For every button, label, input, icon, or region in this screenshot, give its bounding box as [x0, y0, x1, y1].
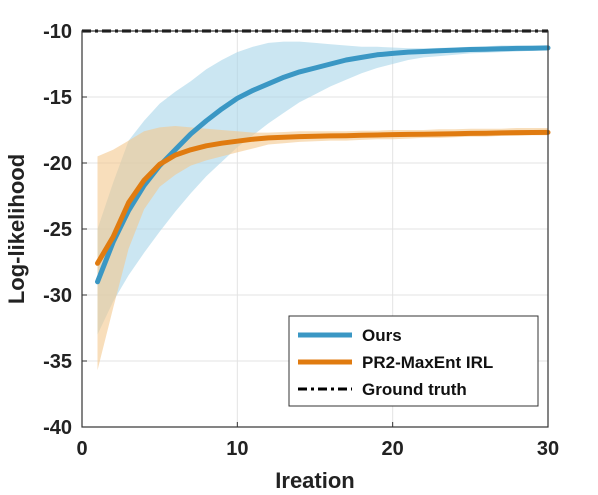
y-tick-labels: -10 -15 -20 -25 -30 -35 -40 — [43, 21, 72, 439]
legend-label-ours: Ours — [362, 326, 402, 345]
legend-label-ground-truth: Ground truth — [362, 380, 467, 399]
legend-label-pr2-maxent-irl: PR2-MaxEnt IRL — [362, 353, 493, 372]
x-tick-labels: 0 10 20 30 — [76, 438, 559, 460]
y-tick-label: -35 — [43, 351, 72, 373]
y-tick-label: -20 — [43, 153, 72, 175]
line-pr2-maxent-irl — [95, 129, 551, 266]
x-tick-label: 30 — [537, 438, 559, 460]
y-tick-label: -10 — [43, 21, 72, 43]
y-tick-label: -25 — [43, 219, 72, 241]
line-ours — [95, 45, 551, 285]
y-tick-label: -30 — [43, 285, 72, 307]
legend: Ours PR2-MaxEnt IRL Ground truth — [288, 315, 539, 407]
y-tick-label: -15 — [43, 87, 72, 109]
x-tick-label: 0 — [76, 438, 87, 460]
y-tick-label: -40 — [43, 417, 72, 439]
band-pr2-maxent-irl — [97, 126, 548, 371]
tick-marks — [81, 30, 549, 428]
x-tick-label: 20 — [382, 438, 404, 460]
x-axis-label: Ireation — [275, 468, 354, 493]
x-tick-label: 10 — [226, 438, 248, 460]
y-axis-label: Log-likelihood — [4, 154, 29, 304]
